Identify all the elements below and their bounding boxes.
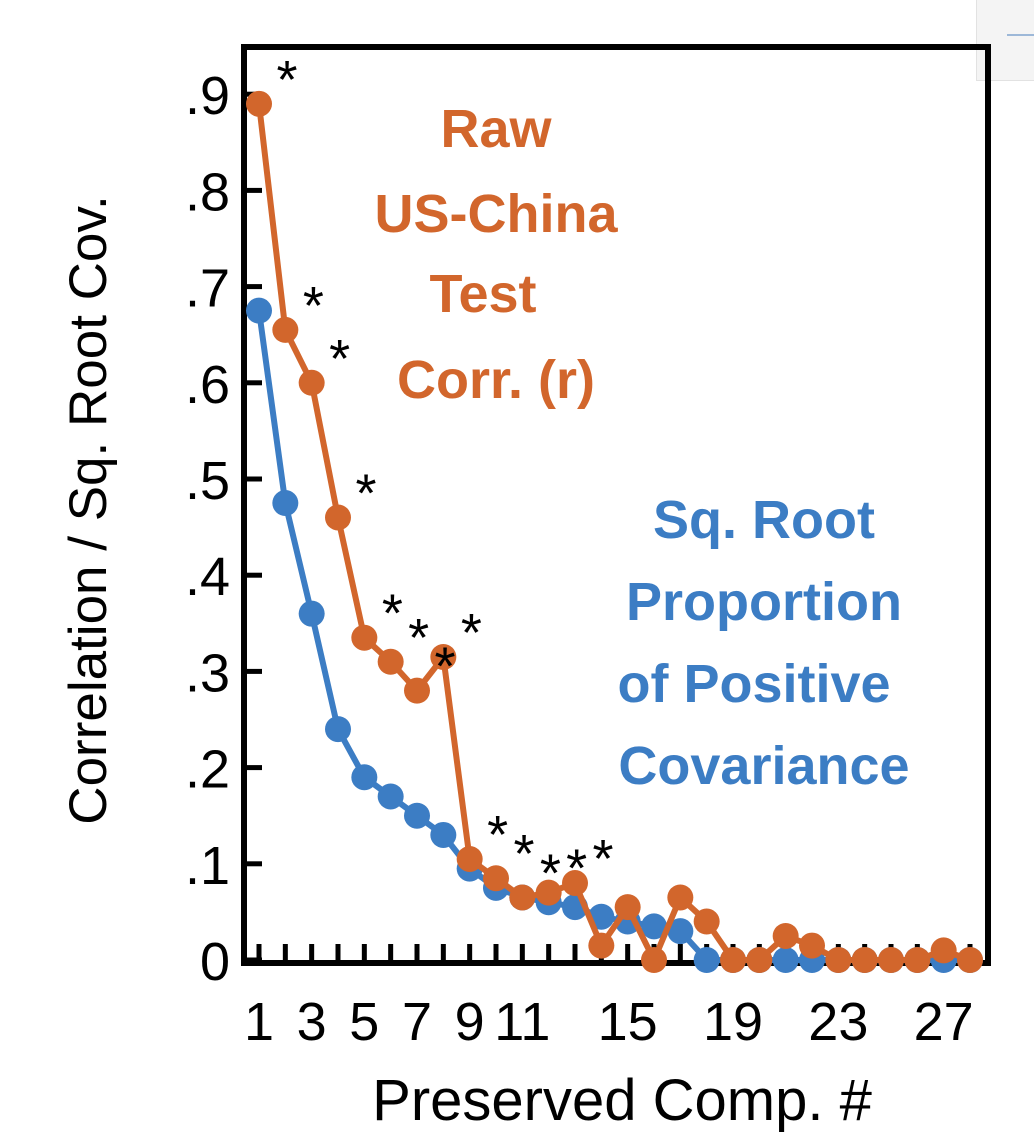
data-point [851,947,878,973]
x-tick-label: 7 [402,992,432,1052]
data-point [799,932,825,959]
data-point [693,908,720,935]
data-point [325,504,351,531]
data-point [456,845,483,872]
x-tick-label: 3 [297,992,327,1052]
raw-label-line-4: Corr. (r) [397,350,595,410]
raw-label-line-1: Raw [440,99,552,159]
significance-star: * [303,276,324,336]
plot-frame [241,44,991,966]
data-point [298,369,325,396]
data-point [693,947,720,973]
data-point [614,894,641,921]
y-tick-label: .9 [185,66,230,126]
x-tick-label: 23 [808,992,868,1052]
significance-star: * [276,50,297,110]
data-point [720,947,746,973]
raw-label-line-2: US-China [375,184,619,244]
data-point [351,624,378,651]
cov-label-line-2: Proportion [626,572,902,632]
data-point [641,913,667,940]
data-point [904,947,931,973]
x-tick-label: 27 [914,992,974,1052]
significance-star: * [566,839,587,899]
data-point [298,600,325,627]
x-tick-label: 11 [494,992,550,1052]
data-point [351,764,378,791]
significance-star: * [355,463,376,523]
data-point [483,865,509,892]
data-point [246,90,272,117]
data-point [272,490,299,517]
data-point [377,648,404,675]
y-tick-label: .2 [185,740,230,800]
significance-star: * [513,824,534,884]
data-point [667,884,694,911]
x-tick-label: 5 [349,992,379,1052]
data-point [404,677,430,704]
y-tick-label: .6 [185,355,230,415]
significance-star: * [382,584,403,644]
x-axis-label: Preserved Comp. # [372,1068,872,1133]
y-axis-label: Correlation / Sq. Root Cov. [59,195,118,824]
y-tick-label: .7 [185,259,230,319]
data-point [825,947,852,973]
significance-stars: ***** * *** * * * * [276,50,613,904]
x-tick-label: 1 [244,992,274,1052]
y-tick-label: 0 [200,932,230,992]
significance-star: * [461,603,482,663]
x-tick-label: 15 [598,992,658,1052]
series-layer [246,90,983,973]
data-point [325,716,351,743]
data-point [272,316,299,343]
data-point [667,918,694,945]
significance-star: * [540,843,561,903]
significance-star: * [434,637,455,697]
x-tick-label: 19 [703,992,763,1052]
corner-widget-line [1007,34,1034,36]
data-point [509,884,536,911]
data-point [772,947,799,973]
data-point [957,947,983,973]
cov-label-line-4: Covariance [618,736,909,796]
cov-label-line-3: of Positive [617,654,890,714]
cov-annotation: Sq. Root Proportion of Positive Covarian… [617,490,909,796]
data-point [746,947,773,973]
y-tick-label: .3 [185,643,230,703]
data-point [588,932,615,959]
data-point [535,879,562,906]
y-tick-label: .1 [185,836,230,896]
data-point [930,937,957,964]
data-point [430,821,457,848]
raw-label-line-3: Test [429,264,536,324]
data-point [377,783,404,810]
significance-star: * [408,608,429,668]
series-raw-corr [246,90,983,973]
y-tick-label: .4 [185,547,230,607]
raw-corr-annotation: Raw US-China Test Corr. (r) [375,99,619,410]
data-point [246,297,272,324]
y-tick-label: .5 [185,451,230,511]
data-point [772,922,799,949]
x-tick-label: 9 [455,992,485,1052]
cov-label-line-1: Sq. Root [653,490,875,550]
significance-star: * [329,329,350,389]
data-point [562,870,588,897]
y-ticks: 0 .1 .2 .3 .4 .5 .6 .7 .8 .9 [185,66,262,992]
data-point [878,947,904,973]
data-point [641,947,667,973]
series-line [256,103,972,963]
significance-star: * [487,805,508,865]
significance-star: * [592,829,613,889]
y-tick-label: .8 [185,162,230,222]
data-point [404,802,430,829]
data-point [430,643,457,670]
